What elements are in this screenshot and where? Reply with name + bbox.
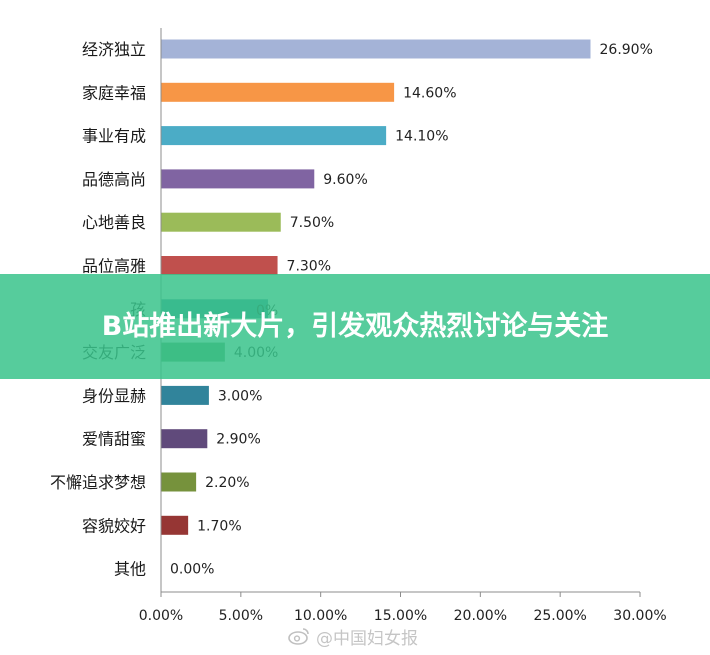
- bar: [161, 256, 278, 275]
- bar: [161, 515, 189, 535]
- x-tick-label: 30.00%: [613, 608, 666, 624]
- data-label: 2.20%: [205, 475, 249, 491]
- category-label: 心地善良: [82, 213, 146, 232]
- weibo-icon: [288, 628, 309, 645]
- category-labels: 经济独立家庭幸福事业有成品德高尚心地善良品位高雅孩交友广泛身份显赫爱情甜蜜不懈追…: [50, 40, 146, 579]
- bar: [161, 472, 197, 492]
- x-tick-label: 25.00%: [533, 608, 586, 624]
- x-tick-label: 0.00%: [139, 608, 183, 624]
- bar: [161, 429, 208, 449]
- category-label: 经济独立: [82, 40, 146, 59]
- data-label: 26.90%: [600, 42, 653, 58]
- category-label: 品位高雅: [82, 257, 146, 276]
- bar: [161, 39, 591, 59]
- x-tick-label: 10.00%: [294, 608, 347, 624]
- data-label: 3.00%: [218, 388, 262, 404]
- x-tick-label: 15.00%: [374, 608, 427, 624]
- category-label: 品德高尚: [82, 170, 146, 189]
- data-label: 14.60%: [403, 85, 456, 101]
- x-tick-label: 5.00%: [219, 608, 263, 624]
- category-label: 容貌姣好: [82, 516, 146, 535]
- headline-banner: B站推出新大片，引发观众热烈讨论与关注: [0, 274, 710, 379]
- x-ticks: 0.00% 5.00% 10.00% 15.00% 20.00% 25.00% 30.00%: [139, 592, 667, 624]
- data-labels: 26.90%14.60%14.10%9.60%7.50%7.30%4.00%3.…: [170, 42, 653, 578]
- headline-title: B站推出新大片，引发观众热烈讨论与关注: [101, 310, 609, 342]
- data-label: 14.10%: [395, 129, 448, 145]
- category-label: 身份显赫: [82, 386, 146, 405]
- data-label: 2.90%: [216, 432, 260, 448]
- data-label: 7.50%: [290, 215, 334, 231]
- category-label: 其他: [114, 560, 146, 579]
- data-label: 0.00%: [170, 562, 214, 578]
- bar: [161, 385, 209, 405]
- category-label: 事业有成: [82, 127, 146, 146]
- x-tick-label: 20.00%: [454, 608, 507, 624]
- bar: [161, 82, 395, 102]
- data-label: 7.30%: [287, 259, 331, 275]
- bar: [161, 169, 315, 189]
- category-label: 不懈追求梦想: [50, 473, 146, 492]
- watermark: @中国妇女报: [288, 624, 418, 649]
- data-label: 1.70%: [197, 518, 241, 534]
- bar: [161, 212, 281, 232]
- category-label: 家庭幸福: [82, 83, 146, 102]
- watermark-text: @中国妇女报: [316, 628, 418, 649]
- category-label: 爱情甜蜜: [82, 430, 146, 449]
- bar: [161, 126, 387, 146]
- data-label: 9.60%: [323, 172, 367, 188]
